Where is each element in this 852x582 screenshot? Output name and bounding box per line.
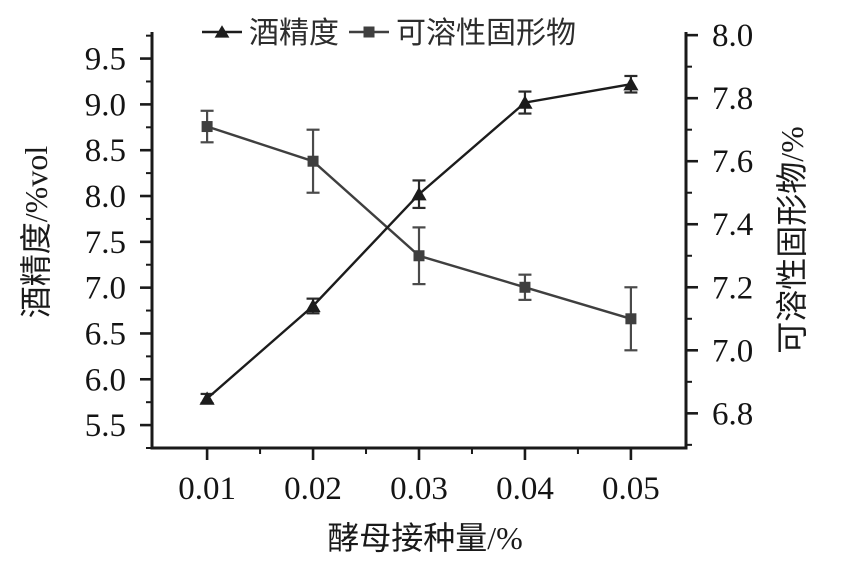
x-axis-tick-label: 0.05 — [602, 471, 660, 507]
data-point-marker-triangle — [305, 298, 321, 313]
legend-item-alcohol: 酒精度 — [202, 17, 339, 50]
x-axis-tick-label: 0.04 — [496, 471, 554, 507]
y-axis-title-left: 酒精度/%vol — [18, 146, 54, 319]
chart-legend: 酒精度 可溶性固形物 — [202, 17, 576, 50]
left-axis-tick-label: 8.0 — [85, 179, 126, 215]
data-point-marker-square — [519, 281, 531, 293]
right-axis-tick-label: 8.0 — [712, 18, 753, 54]
right-axis-tick-label: 7.8 — [712, 81, 753, 117]
data-point-marker-triangle — [199, 391, 215, 405]
y-axis-title-right: 可溶性固形物/% — [774, 126, 810, 354]
left-axis-tick-label: 6.0 — [85, 362, 126, 398]
data-point-marker-square — [625, 313, 637, 325]
data-point-marker-square — [201, 121, 213, 133]
x-axis-tick-label: 0.01 — [178, 471, 236, 507]
x-axis-tick-label: 0.03 — [390, 471, 448, 507]
right-axis-tick-label: 7.4 — [712, 207, 753, 243]
plot-area: 5.5 6.0 6.5 7.0 7.5 8.0 8.5 9.0 9.5 6.8 7.0 7.2 7.4 7… — [85, 18, 754, 507]
legend-triangle-icon — [214, 25, 230, 38]
data-point-marker-triangle — [411, 186, 427, 201]
left-axis-tick-label: 5.5 — [85, 408, 126, 444]
left-axis-tick-label: 9.5 — [85, 42, 126, 78]
left-axis-tick-label: 7.0 — [85, 271, 126, 307]
left-axis-tick-label: 6.5 — [85, 316, 126, 352]
right-axis-tick-label: 7.0 — [712, 333, 753, 369]
left-axis-tick-label: 7.5 — [85, 225, 126, 261]
legend-label-solids: 可溶性固形物 — [396, 17, 576, 50]
data-point-marker-triangle — [517, 95, 533, 109]
left-axis-tick-label: 8.5 — [85, 133, 126, 169]
right-axis-tick-label: 7.6 — [712, 144, 753, 180]
legend-label-alcohol: 酒精度 — [249, 17, 339, 50]
legend-item-solids: 可溶性固形物 — [349, 17, 576, 50]
series-line-solids — [206, 125, 632, 320]
right-axis-tick-label: 6.8 — [712, 396, 753, 432]
x-axis-tick-label: 0.02 — [284, 471, 342, 507]
data-point-marker-square — [413, 250, 425, 262]
x-axis-title: 酵母接种量/% — [327, 520, 523, 556]
data-point-marker-square — [307, 155, 319, 167]
right-axis-tick-label: 7.2 — [712, 270, 753, 306]
left-axis-tick-label: 9.0 — [85, 87, 126, 123]
data-point-marker-triangle — [623, 77, 639, 91]
legend-square-icon — [363, 26, 375, 38]
